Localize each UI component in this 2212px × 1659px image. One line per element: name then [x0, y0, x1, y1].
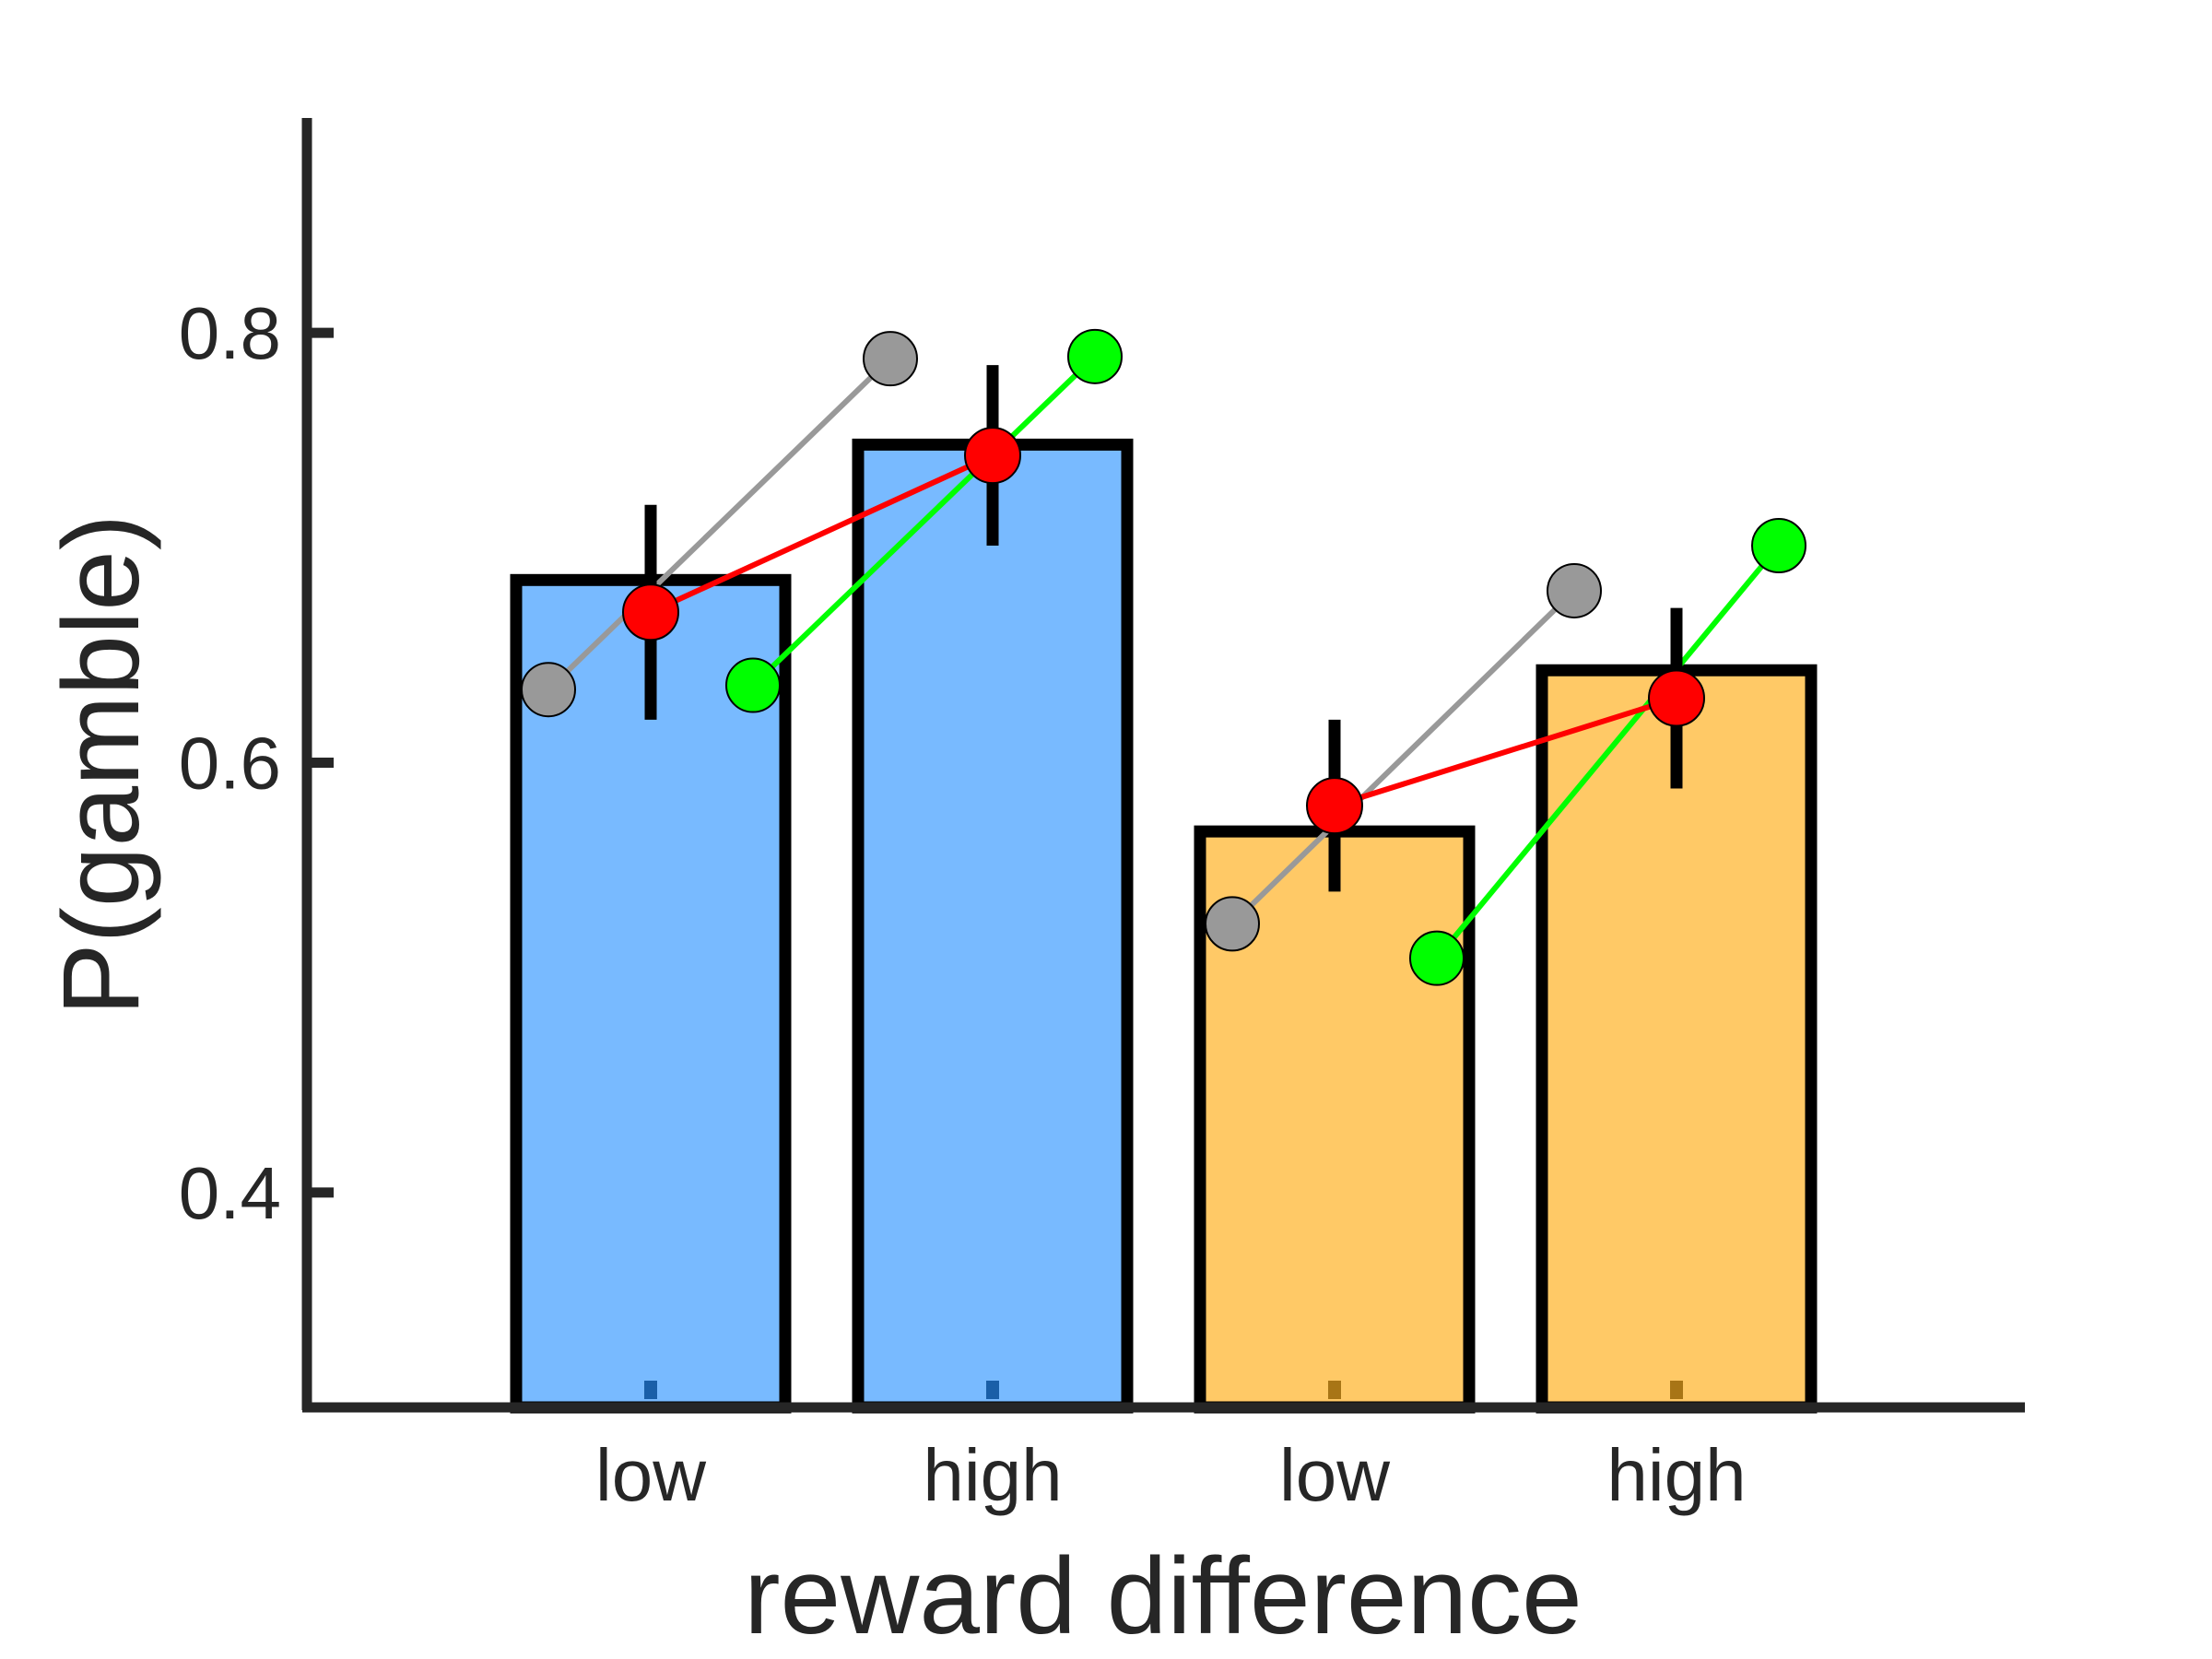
model-point-1-1 — [521, 662, 576, 718]
x-tick-labels: low high low high — [595, 1434, 1747, 1516]
model-point-1-3 — [1205, 896, 1260, 952]
x-axis-title: reward difference — [744, 1535, 1583, 1657]
bar-4 — [1535, 664, 1818, 1414]
mean-point-3 — [1306, 777, 1363, 835]
bars-layer — [510, 438, 1818, 1414]
model-point-1-2 — [863, 331, 918, 387]
x-tick-label-1: low — [595, 1434, 706, 1516]
model-line-1-group-1 — [546, 356, 893, 692]
y-tick-label-2: 0.6 — [179, 723, 281, 805]
mean-point-2 — [964, 427, 1021, 485]
x-tick-label-3: low — [1279, 1434, 1390, 1516]
model-point-2-2 — [1067, 328, 1123, 384]
y-ticks: 0.4 0.6 0.8 — [179, 292, 334, 1234]
model-line-2-group-2 — [1434, 544, 1782, 960]
y-tick-label-1: 0.4 — [179, 1152, 281, 1234]
x-tick-label-4: high — [1606, 1434, 1746, 1516]
mean-line-layer — [622, 427, 1705, 835]
mean-point-1 — [622, 583, 679, 641]
model-lines-layer — [521, 328, 1806, 986]
x-tick-label-2: high — [923, 1434, 1062, 1516]
mean-point-4 — [1648, 669, 1705, 727]
model-line-1-group-2 — [1230, 588, 1577, 926]
y-tick-label-3: 0.8 — [179, 292, 281, 374]
mean-line-group-2 — [1334, 695, 1677, 808]
mean-line-group-1 — [649, 453, 994, 616]
model-point-2-4 — [1751, 518, 1806, 574]
model-point-1-4 — [1547, 562, 1602, 618]
model-line-2-group-1 — [750, 354, 1098, 688]
model-point-2-3 — [1409, 930, 1465, 986]
bar-2 — [852, 438, 1134, 1414]
y-axis-title: P(gamble) — [41, 514, 162, 1016]
model-point-2-1 — [725, 657, 781, 713]
